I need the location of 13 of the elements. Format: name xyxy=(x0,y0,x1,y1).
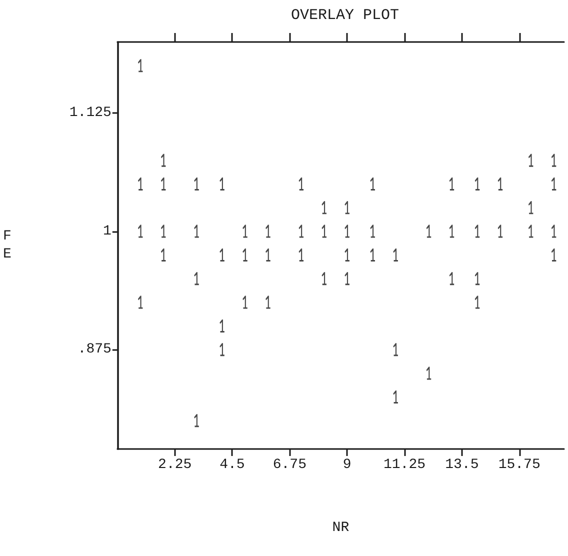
x-axis-title: NR xyxy=(332,520,350,536)
y-axis-title: FE xyxy=(2,228,12,262)
x-tick-label: 6.75 xyxy=(272,457,306,473)
x-tick-label: 15.75 xyxy=(498,457,540,473)
x-tick-label: 4.5 xyxy=(220,457,245,473)
y-tick-label: 1 xyxy=(102,223,112,240)
x-tick-label: 11.25 xyxy=(383,457,426,473)
x-tick-label: 9 xyxy=(342,457,352,473)
x-tick-label: 2.25 xyxy=(158,457,192,473)
y-tick-label: 1.125 xyxy=(69,104,112,121)
y-tick-label: .875 xyxy=(78,342,112,358)
chart-title: OVERLAY PLOT xyxy=(290,7,400,24)
x-tick-label: 13.5 xyxy=(445,457,479,473)
